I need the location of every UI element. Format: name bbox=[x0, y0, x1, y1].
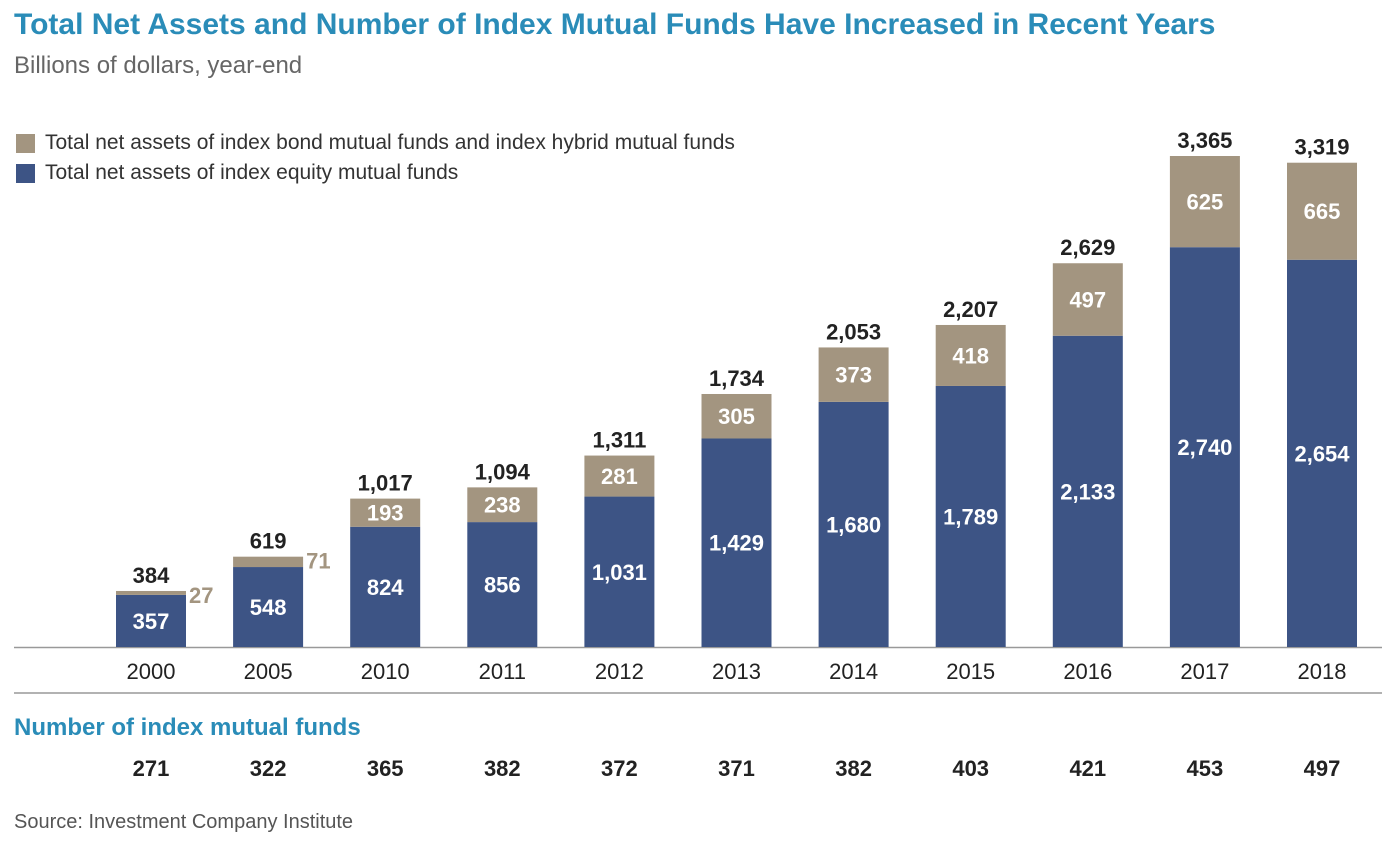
bar-bond-hybrid-2018 bbox=[1287, 162, 1357, 260]
x-tick-label-2000: 2000 bbox=[127, 659, 176, 684]
label-total-2012: 1,311 bbox=[592, 428, 646, 453]
bar-equity-2017 bbox=[1169, 247, 1240, 647]
label-total-2011: 1,094 bbox=[475, 459, 531, 484]
x-tick-label-2013: 2013 bbox=[712, 659, 761, 684]
source-note: Source: Investment Company Institute bbox=[14, 811, 354, 833]
fund-count-2000: 271 bbox=[133, 756, 170, 781]
x-tick-label-2012: 2012 bbox=[595, 659, 644, 684]
bar-equity-2005 bbox=[233, 567, 304, 647]
label-equity-2018: 2,654 bbox=[1294, 441, 1350, 466]
x-tick-label-2005: 2005 bbox=[244, 659, 293, 684]
bar-equity-2016 bbox=[1052, 335, 1123, 647]
legend-label-bond-hybrid: Total net assets of index bond mutual fu… bbox=[45, 131, 735, 154]
chart-subtitle: Billions of dollars, year-end bbox=[14, 52, 303, 79]
x-tick-label-2014: 2014 bbox=[829, 659, 878, 684]
bar-bond-hybrid-2017 bbox=[1169, 156, 1240, 248]
legend-item-equity: Total net assets of index equity mutual … bbox=[16, 158, 735, 188]
funds-section-title: Number of index mutual funds bbox=[14, 714, 361, 741]
x-tick-label-2017: 2017 bbox=[1180, 659, 1229, 684]
label-equity-2000: 357 bbox=[133, 609, 170, 634]
label-total-2000: 384 bbox=[133, 563, 170, 588]
label-equity-2011: 856 bbox=[484, 573, 521, 598]
label-bond-hybrid-2017: 625 bbox=[1187, 190, 1224, 215]
fund-count-2005: 322 bbox=[250, 756, 287, 781]
legend-swatch-equity bbox=[16, 163, 35, 183]
label-total-2010: 1,017 bbox=[358, 471, 413, 496]
label-bond-hybrid-2011: 238 bbox=[484, 493, 521, 518]
bar-equity-2011 bbox=[467, 522, 538, 647]
x-tick-label-2018: 2018 bbox=[1298, 659, 1347, 684]
bar-equity-2000 bbox=[116, 594, 186, 647]
label-bond-hybrid-2005: 71 bbox=[306, 549, 330, 574]
bar-bond-hybrid-2005 bbox=[233, 556, 304, 568]
x-tick-label-2010: 2010 bbox=[361, 659, 410, 684]
bar-bond-hybrid-2016 bbox=[1052, 263, 1123, 336]
fund-count-2013: 371 bbox=[718, 756, 755, 781]
bar-bond-hybrid-2015 bbox=[935, 324, 1006, 386]
legend-swatch-bond-hybrid bbox=[16, 133, 35, 153]
bar-equity-2015 bbox=[935, 385, 1006, 647]
fund-count-2018: 497 bbox=[1304, 756, 1341, 781]
bar-equity-2018 bbox=[1287, 259, 1357, 647]
label-bond-hybrid-2013: 305 bbox=[718, 404, 755, 429]
bar-equity-2013 bbox=[701, 438, 772, 647]
x-tick-label-2015: 2015 bbox=[946, 659, 995, 684]
bar-bond-hybrid-2010 bbox=[350, 498, 421, 527]
label-bond-hybrid-2014: 373 bbox=[835, 363, 872, 388]
label-equity-2010: 824 bbox=[367, 575, 404, 600]
label-total-2018: 3,319 bbox=[1294, 135, 1349, 160]
label-equity-2012: 1,031 bbox=[592, 560, 647, 585]
label-equity-2015: 1,789 bbox=[943, 504, 998, 529]
label-equity-2005: 548 bbox=[250, 595, 287, 620]
label-equity-2016: 2,133 bbox=[1060, 479, 1115, 504]
fund-count-2017: 453 bbox=[1187, 756, 1224, 781]
bar-bond-hybrid-2000 bbox=[116, 590, 186, 595]
legend: Total net assets of index bond mutual fu… bbox=[16, 128, 735, 188]
x-tick-label-2016: 2016 bbox=[1063, 659, 1112, 684]
legend-label-equity: Total net assets of index equity mutual … bbox=[45, 161, 459, 184]
label-total-2017: 3,365 bbox=[1177, 128, 1232, 153]
bar-equity-2014 bbox=[818, 401, 889, 647]
bar-bond-hybrid-2013 bbox=[701, 393, 772, 439]
label-bond-hybrid-2016: 497 bbox=[1069, 288, 1106, 313]
label-total-2005: 619 bbox=[250, 529, 287, 554]
label-total-2014: 2,053 bbox=[826, 319, 881, 344]
label-bond-hybrid-2015: 418 bbox=[952, 343, 989, 368]
chart-title: Total Net Assets and Number of Index Mut… bbox=[14, 8, 1216, 41]
fund-count-2012: 372 bbox=[601, 756, 638, 781]
bar-equity-2010 bbox=[350, 526, 421, 647]
fund-count-2014: 382 bbox=[835, 756, 872, 781]
legend-item-bond-hybrid: Total net assets of index bond mutual fu… bbox=[16, 128, 735, 158]
label-total-2015: 2,207 bbox=[943, 297, 998, 322]
bar-equity-2012 bbox=[584, 496, 655, 647]
label-equity-2013: 1,429 bbox=[709, 531, 764, 556]
bar-bond-hybrid-2012 bbox=[584, 455, 655, 497]
bar-bond-hybrid-2011 bbox=[467, 487, 538, 523]
fund-count-2015: 403 bbox=[952, 756, 989, 781]
fund-count-2016: 421 bbox=[1069, 756, 1106, 781]
label-bond-hybrid-2010: 193 bbox=[367, 501, 404, 526]
label-bond-hybrid-2000: 27 bbox=[189, 583, 213, 608]
label-equity-2014: 1,680 bbox=[826, 512, 881, 537]
fund-count-2010: 365 bbox=[367, 756, 404, 781]
fund-count-2011: 382 bbox=[484, 756, 521, 781]
label-bond-hybrid-2012: 281 bbox=[601, 464, 638, 489]
label-equity-2017: 2,740 bbox=[1177, 435, 1232, 460]
label-bond-hybrid-2018: 665 bbox=[1304, 199, 1341, 224]
x-tick-label-2011: 2011 bbox=[479, 659, 526, 684]
bar-bond-hybrid-2014 bbox=[818, 347, 889, 402]
label-total-2013: 1,734 bbox=[709, 366, 765, 391]
label-total-2016: 2,629 bbox=[1060, 235, 1115, 260]
